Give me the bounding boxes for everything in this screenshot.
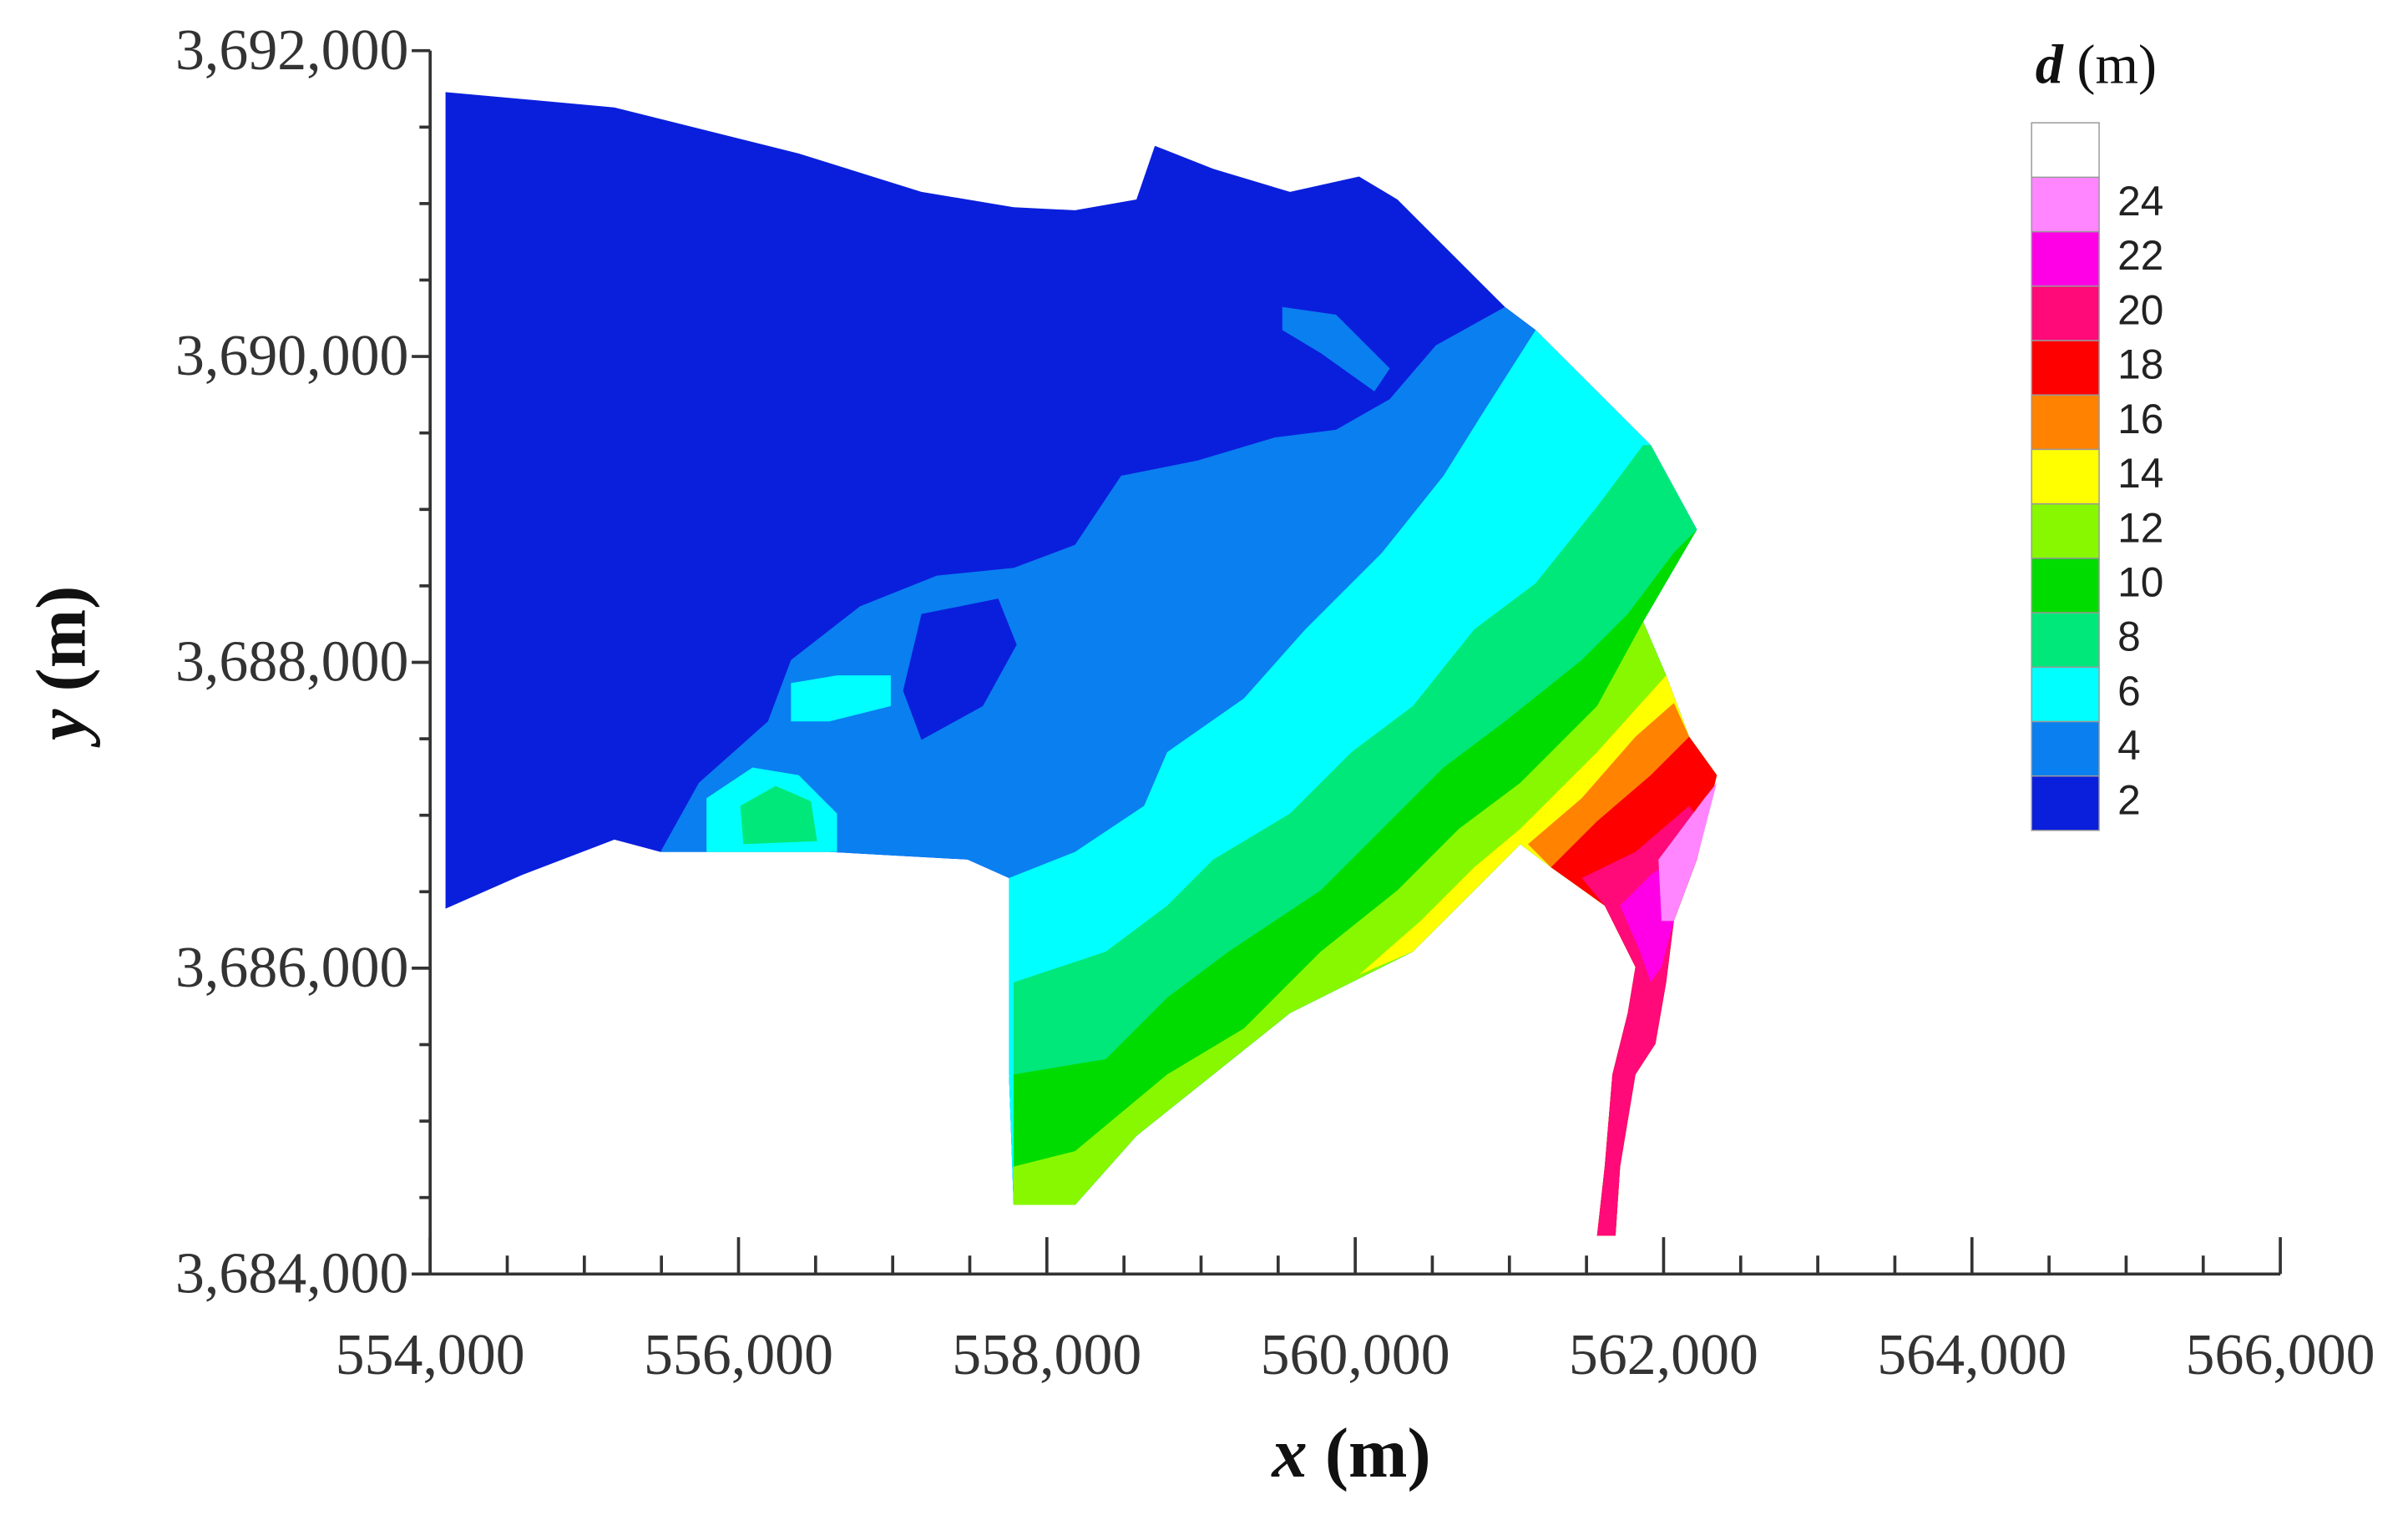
- colorbar-box: [2031, 448, 2100, 505]
- y-tick-label: 3,692,000: [175, 18, 408, 83]
- colorbar-label: 6: [2117, 668, 2141, 715]
- y-tick-label: 3,688,000: [175, 630, 408, 694]
- colorbar-box: [2031, 502, 2100, 559]
- colorbar-label: 10: [2117, 559, 2163, 606]
- colorbar-title: d (m): [2036, 34, 2157, 95]
- colorbar-label: 12: [2117, 504, 2163, 551]
- y-tick-label: 3,684,000: [175, 1241, 408, 1305]
- x-tick-label: 566,000: [2186, 1323, 2375, 1387]
- colorbar-label: 24: [2117, 178, 2163, 225]
- x-axis-label: x (m): [1270, 1415, 1430, 1492]
- colorbar-box: [2031, 558, 2100, 614]
- x-tick-label: 554,000: [336, 1323, 525, 1387]
- depth-region: [1282, 306, 1390, 391]
- colorbar-label: 20: [2117, 286, 2163, 333]
- colorbar-box: [2031, 666, 2100, 723]
- colorbar-box: [2031, 176, 2100, 233]
- colorbar-unit: (m): [2077, 34, 2157, 95]
- colorbar-box: [2031, 612, 2100, 668]
- colorbar-box: [2031, 285, 2100, 341]
- y-axis-unit: (m): [23, 586, 100, 692]
- colorbar-var: d: [2036, 34, 2064, 95]
- x-axis-var: x: [1270, 1415, 1307, 1492]
- x-tick-label: 562,000: [1569, 1323, 1758, 1387]
- colorbar-box: [2031, 230, 2100, 287]
- y-tick-label: 3,690,000: [175, 324, 408, 388]
- depth-region: [791, 675, 891, 722]
- x-axis-unit: (m): [1325, 1415, 1431, 1492]
- colorbar-label: 2: [2117, 776, 2141, 823]
- x-tick-label: 560,000: [1261, 1323, 1450, 1387]
- x-tick-label: 558,000: [952, 1323, 1141, 1387]
- y-tick-label: 3,686,000: [175, 936, 408, 1000]
- colorbar-label: 4: [2117, 722, 2141, 769]
- y-axis-label: y (m): [23, 586, 100, 749]
- depth-region: [1013, 529, 1717, 1236]
- colorbar-label: 16: [2117, 396, 2163, 442]
- colorbar-box: [2031, 394, 2100, 451]
- depth-region: [740, 785, 817, 845]
- x-tick-label: 556,000: [644, 1323, 833, 1387]
- colorbar-box: [2031, 720, 2100, 777]
- y-axis-var: y: [23, 709, 100, 748]
- colorbar-label: 22: [2117, 232, 2163, 279]
- colorbar-box: [2031, 775, 2100, 831]
- colorbar-label: 18: [2117, 341, 2163, 388]
- x-tick-label: 564,000: [1877, 1323, 2067, 1387]
- colorbar-label: 8: [2117, 614, 2141, 660]
- depth-region: [1013, 621, 1717, 1236]
- colorbar-box: [2031, 340, 2100, 396]
- colorbar-label: 14: [2117, 450, 2163, 497]
- depth-region: [1658, 782, 1717, 922]
- colorbar-box: [2031, 122, 2100, 179]
- contour-regions: [445, 92, 1717, 1236]
- depth-region: [903, 598, 1017, 740]
